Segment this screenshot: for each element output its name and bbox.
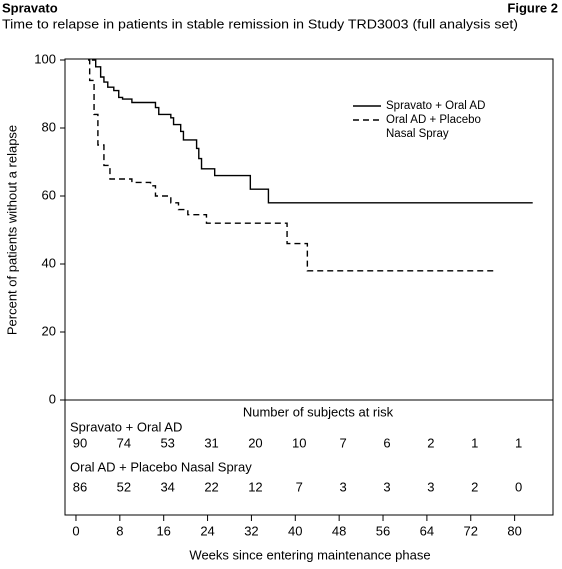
plot-frame <box>64 58 554 516</box>
x-tick-label: 32 <box>244 523 258 538</box>
x-tick-label: 80 <box>507 523 521 538</box>
x-axis-label: Weeks since entering maintenance phase <box>189 547 430 562</box>
x-tick-label: 56 <box>376 523 390 538</box>
risk-count: 6 <box>383 435 390 450</box>
risk-count: 7 <box>296 479 303 494</box>
risk-count: 90 <box>73 435 87 450</box>
risk-count: 12 <box>248 479 262 494</box>
risk-table-title: Number of subjects at risk <box>243 404 394 419</box>
y-tick-label: 100 <box>34 51 56 66</box>
risk-count: 52 <box>117 479 131 494</box>
risk-group-name: Spravato + Oral AD <box>70 419 182 434</box>
y-axis-label: Percent of patients without a relapse <box>4 125 19 335</box>
risk-group-name: Oral AD + Placebo Nasal Spray <box>70 459 252 474</box>
x-tick-label: 72 <box>464 523 478 538</box>
risk-count: 3 <box>383 479 390 494</box>
x-tick-label: 24 <box>200 523 214 538</box>
risk-count: 1 <box>515 435 522 450</box>
x-tick-label: 40 <box>288 523 302 538</box>
x-tick-label: 8 <box>116 523 123 538</box>
risk-count: 34 <box>160 479 174 494</box>
risk-count: 74 <box>117 435 131 450</box>
risk-count: 31 <box>204 435 218 450</box>
legend-label: Spravato + Oral AD <box>386 100 486 112</box>
x-tick-label: 0 <box>72 523 79 538</box>
x-tick-label: 16 <box>156 523 170 538</box>
x-tick-label: 48 <box>332 523 346 538</box>
figure-label: Figure 2 <box>507 0 558 15</box>
risk-count: 22 <box>204 479 218 494</box>
y-tick-label: 20 <box>42 323 56 338</box>
x-tick-label: 64 <box>420 523 434 538</box>
risk-count: 3 <box>427 479 434 494</box>
risk-count: 10 <box>292 435 306 450</box>
y-tick-label: 60 <box>42 187 56 202</box>
survival-curve <box>91 59 533 204</box>
header: Spravato <box>2 0 58 15</box>
risk-count: 53 <box>160 435 174 450</box>
risk-count: 0 <box>515 479 522 494</box>
risk-count: 20 <box>248 435 262 450</box>
legend-label: Oral AD + Placebo Nasal Spray <box>386 114 481 140</box>
risk-count: 1 <box>471 435 478 450</box>
y-tick-label: 40 <box>42 255 56 270</box>
risk-count: 2 <box>427 435 434 450</box>
chart-title: Time to relapse in patients in stable re… <box>2 16 518 31</box>
risk-count: 2 <box>471 479 478 494</box>
y-tick-label: 0 <box>49 391 56 406</box>
survival-curve <box>88 59 495 272</box>
risk-count: 86 <box>73 479 87 494</box>
risk-count: 7 <box>340 435 347 450</box>
y-tick-label: 80 <box>42 119 56 134</box>
risk-count: 3 <box>340 479 347 494</box>
